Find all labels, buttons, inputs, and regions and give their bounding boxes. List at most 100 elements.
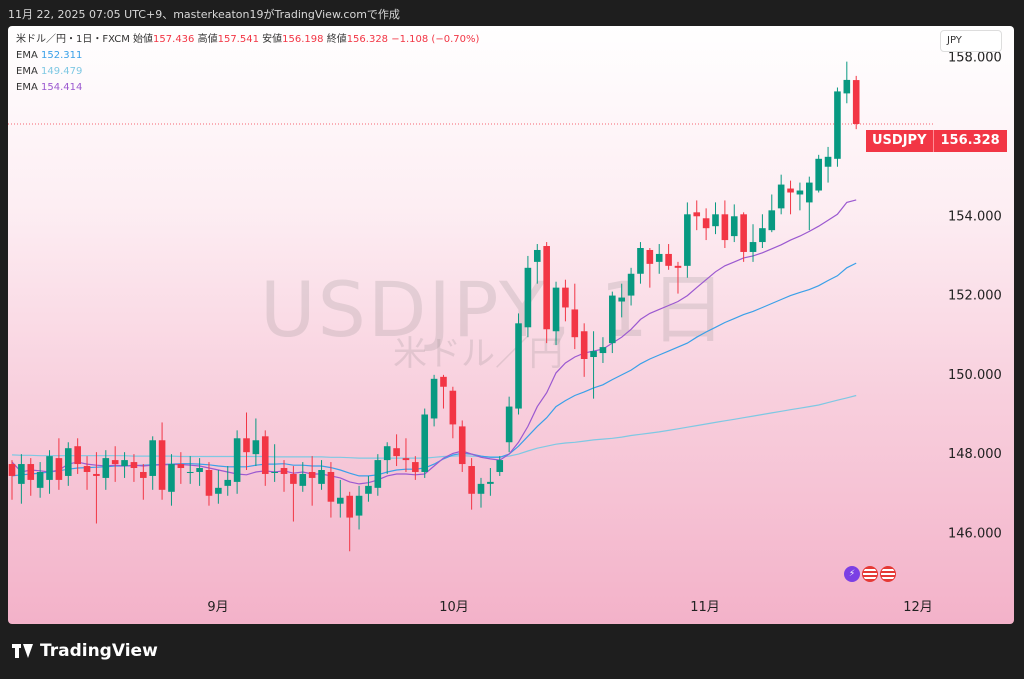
candle-body bbox=[487, 481, 494, 484]
candle-body bbox=[158, 440, 166, 490]
published-header: 11月 22, 2025 07:05 UTC+9、masterkeaton19が… bbox=[8, 8, 400, 21]
us-flag-icon-2[interactable] bbox=[880, 566, 896, 582]
candle-body bbox=[599, 347, 607, 354]
candle-body bbox=[346, 495, 353, 518]
watermark-symbol: USDJPY, 1日 bbox=[260, 265, 729, 354]
currency-selector[interactable]: JPY bbox=[940, 30, 1002, 52]
candle-body bbox=[590, 351, 597, 358]
candle-body bbox=[243, 438, 250, 453]
y-tick-label: 152.000 bbox=[948, 289, 1002, 304]
candle-body bbox=[571, 309, 579, 338]
y-tick-label: 150.000 bbox=[948, 368, 1002, 383]
legend-open-label: 始値 bbox=[133, 34, 154, 45]
y-tick-label: 158.000 bbox=[948, 51, 1002, 66]
candle-body bbox=[712, 214, 719, 227]
candle-body bbox=[252, 440, 260, 455]
ema-2-label: EMA bbox=[16, 66, 38, 77]
ema-mid-line bbox=[11, 262, 857, 477]
candle-body bbox=[749, 242, 757, 252]
candle-body bbox=[83, 466, 91, 472]
legend-open: 157.436 bbox=[153, 34, 195, 45]
candle-body bbox=[815, 158, 822, 191]
candle-body bbox=[627, 273, 635, 296]
candle-body bbox=[318, 470, 325, 484]
candle-body bbox=[224, 479, 232, 486]
legend-ema-1[interactable]: EMA 152.311 bbox=[16, 48, 479, 64]
us-flag-icon[interactable] bbox=[862, 566, 878, 582]
candle-body bbox=[562, 287, 569, 308]
candle-body bbox=[796, 190, 804, 195]
event-flags[interactable]: ⚡ bbox=[844, 566, 896, 582]
legend-close-label: 終値 bbox=[326, 34, 347, 45]
candle-body bbox=[843, 79, 851, 94]
candle-body bbox=[449, 390, 457, 425]
candle-body bbox=[759, 228, 766, 243]
candle-body bbox=[515, 323, 522, 409]
candle-body bbox=[609, 295, 616, 344]
candle-body bbox=[505, 406, 513, 443]
candle-body bbox=[215, 487, 222, 494]
candle-body bbox=[186, 471, 194, 473]
candle-body bbox=[787, 188, 794, 193]
last-price-tag: USDJPY 156.328 bbox=[866, 130, 1007, 152]
candle-body bbox=[646, 249, 654, 264]
candle-body bbox=[271, 471, 278, 473]
y-tick-label: 154.000 bbox=[948, 209, 1002, 224]
candle-body bbox=[684, 214, 691, 266]
price-tag-value: 156.328 bbox=[932, 130, 1007, 152]
candle-body bbox=[580, 331, 588, 359]
candle-body bbox=[168, 464, 175, 492]
candle-body bbox=[74, 446, 81, 465]
ema-3-value: 154.414 bbox=[40, 82, 83, 93]
legend-ema-3[interactable]: EMA 154.414 bbox=[16, 80, 479, 96]
flash-event-icon[interactable]: ⚡ bbox=[844, 566, 860, 582]
legend: 米ドル／円・1日・FXCM 始値157.436 高値157.541 安値156.… bbox=[16, 32, 479, 96]
candle-body bbox=[777, 184, 785, 209]
candle-body bbox=[64, 448, 72, 476]
candle-body bbox=[111, 460, 119, 465]
legend-title: 米ドル／円・1日・FXCM bbox=[16, 34, 130, 45]
candle-body bbox=[308, 471, 316, 478]
candle-body bbox=[768, 210, 776, 231]
candle-body bbox=[8, 464, 16, 476]
ema-2-value: 149.479 bbox=[40, 66, 83, 77]
x-tick-label: 11月 bbox=[690, 600, 720, 615]
candle-body bbox=[36, 471, 44, 488]
legend-low: 156.198 bbox=[282, 34, 324, 45]
candle-body bbox=[852, 80, 860, 124]
candle-body bbox=[102, 458, 110, 478]
tradingview-logo[interactable]: TradingView bbox=[12, 641, 158, 661]
candle-body bbox=[149, 440, 156, 476]
tradingview-logo-icon bbox=[12, 644, 34, 658]
candle-body bbox=[327, 471, 335, 502]
candle-body bbox=[458, 426, 466, 465]
price-tag-symbol: USDJPY bbox=[866, 130, 933, 152]
watermark-name: 米ドル／円 bbox=[393, 334, 563, 374]
legend-low-label: 安値 bbox=[262, 34, 283, 45]
candle-body bbox=[365, 485, 372, 494]
candlestick-chart[interactable]: 146.000148.000150.000152.000154.000156.0… bbox=[8, 26, 1014, 624]
candle-body bbox=[440, 376, 447, 387]
candle-body bbox=[290, 473, 297, 484]
candle-body bbox=[543, 246, 550, 330]
candle-body bbox=[196, 468, 203, 472]
candle-body bbox=[383, 446, 391, 461]
candle-body bbox=[55, 458, 63, 480]
candle-body bbox=[299, 473, 307, 486]
legend-ema-2[interactable]: EMA 149.479 bbox=[16, 64, 479, 80]
candle-body bbox=[824, 156, 832, 167]
legend-close: 156.328 bbox=[346, 34, 389, 45]
candle-body bbox=[130, 462, 138, 469]
candle-body bbox=[421, 414, 429, 472]
candle-body bbox=[740, 214, 747, 252]
chart-panel[interactable]: USDJPY, 1日 米ドル／円 146.000 148.000 150.000 15… bbox=[8, 26, 1014, 624]
candle-body bbox=[618, 297, 625, 302]
legend-high-label: 高値 bbox=[197, 34, 218, 45]
candle-body bbox=[477, 483, 485, 494]
candle-body bbox=[177, 464, 185, 469]
ema-3-label: EMA bbox=[16, 82, 38, 93]
candle-body bbox=[205, 470, 213, 496]
candle-body bbox=[374, 460, 382, 488]
candle-body bbox=[140, 471, 147, 478]
y-tick-label: 146.000 bbox=[948, 526, 1002, 541]
